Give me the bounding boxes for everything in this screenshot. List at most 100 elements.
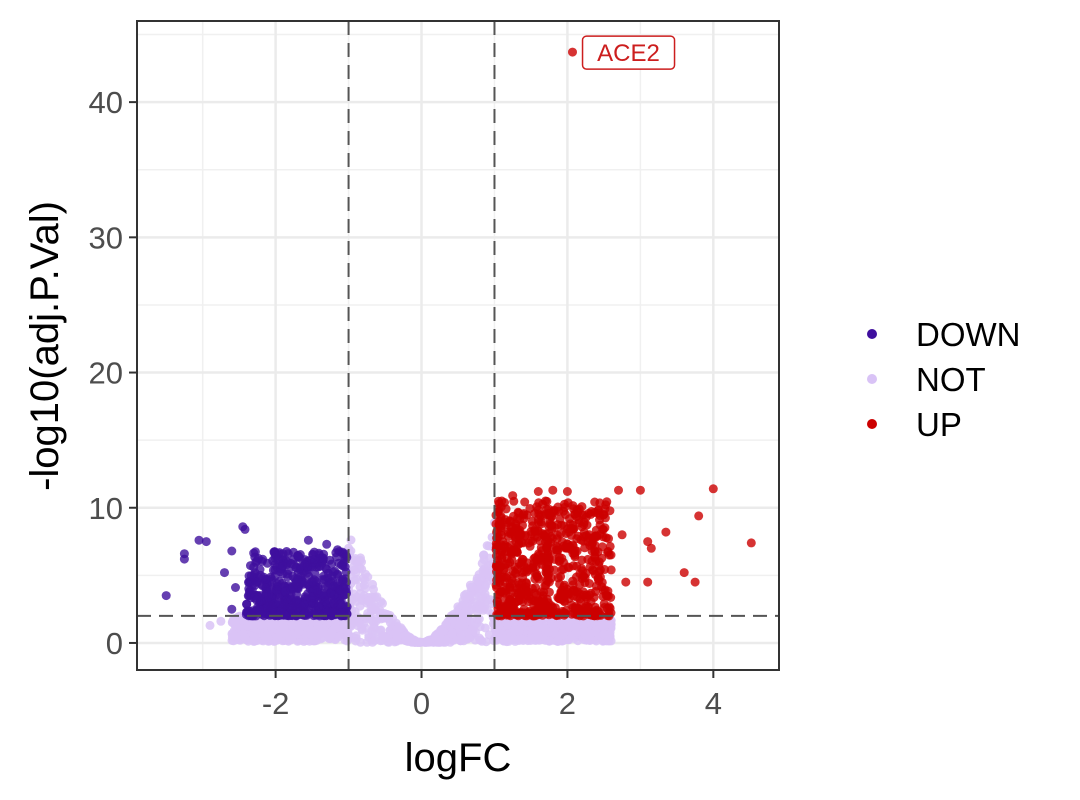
point-down (256, 596, 266, 606)
point-not (471, 627, 480, 637)
point-down (283, 569, 292, 579)
y-axis-title: -log10(adj.P.Val) (23, 201, 67, 491)
point-up (601, 533, 611, 543)
point-up (569, 586, 579, 595)
point-annotations: ACE2 (581, 35, 676, 70)
point-up (621, 577, 631, 587)
point-up (553, 573, 563, 583)
point-not (373, 634, 383, 644)
point-up (578, 572, 588, 582)
point-not (459, 621, 469, 631)
point-up (587, 610, 597, 620)
threshold-lines (137, 21, 779, 670)
point-not (475, 604, 484, 614)
point-not (563, 618, 573, 628)
point-up (491, 542, 501, 552)
point-not (484, 560, 494, 570)
point-not (423, 637, 433, 647)
point-not (205, 620, 215, 630)
point-not (564, 635, 574, 645)
point-up (577, 555, 587, 565)
point-not (480, 623, 490, 633)
point-down (256, 570, 265, 580)
point-down (293, 603, 302, 613)
point-not (514, 626, 524, 636)
point-down (308, 599, 318, 609)
point-down (227, 546, 237, 556)
x-tick-label: -2 (262, 686, 290, 721)
point-up (505, 606, 515, 616)
point-not (240, 632, 250, 642)
annotation-label-box (581, 35, 676, 70)
point-up (546, 573, 556, 583)
y-tick-label: 10 (89, 491, 123, 526)
point-not (339, 619, 349, 629)
point-down (274, 598, 284, 608)
point-up (573, 531, 583, 541)
point-not (358, 573, 368, 583)
point-down (302, 561, 312, 571)
point-up (497, 496, 507, 506)
point-up (584, 530, 594, 540)
point-up (560, 499, 569, 509)
point-up (541, 529, 550, 539)
point-down (317, 590, 327, 600)
data-points (161, 47, 756, 647)
annotation-label-text: ACE2 (597, 40, 660, 67)
point-up (524, 597, 533, 607)
point-down (246, 571, 256, 581)
point-not (401, 635, 411, 645)
point-down (289, 560, 299, 569)
point-up (524, 587, 534, 597)
point-not (327, 626, 337, 636)
point-not (460, 592, 470, 602)
point-not (493, 632, 503, 642)
point-up (568, 47, 577, 57)
point-up (746, 538, 756, 548)
point-not (374, 627, 383, 637)
point-up (586, 509, 596, 519)
x-tick-label: 0 (413, 686, 430, 721)
point-up (583, 601, 593, 611)
point-not (232, 632, 242, 642)
point-up (594, 561, 604, 571)
point-not (357, 594, 367, 604)
point-down (286, 595, 296, 605)
point-not (351, 568, 361, 578)
point-up (576, 597, 586, 607)
point-up (511, 536, 521, 546)
point-up (604, 602, 614, 612)
point-up (554, 557, 564, 567)
point-up (517, 557, 527, 567)
point-up (503, 527, 513, 537)
point-down (194, 535, 204, 545)
point-up (559, 521, 569, 531)
legend-key-up (867, 419, 877, 429)
legend-key-not (867, 374, 877, 384)
point-up (496, 604, 506, 614)
point-up (533, 487, 543, 496)
point-not (474, 584, 484, 594)
point-not (306, 625, 316, 635)
point-up (502, 571, 512, 581)
point-down (341, 583, 351, 592)
point-up (501, 504, 511, 514)
point-down (241, 610, 251, 620)
point-not (313, 621, 323, 631)
point-up (566, 523, 576, 533)
legend-label-not: NOT (916, 361, 986, 398)
point-down (334, 558, 344, 568)
point-not (392, 624, 402, 634)
point-up (577, 563, 586, 573)
point-not (434, 637, 444, 647)
point-not (392, 634, 402, 644)
point-up (552, 530, 562, 540)
point-not (456, 635, 466, 645)
point-up (511, 597, 521, 607)
point-up (555, 514, 565, 524)
point-down (278, 561, 288, 571)
y-tick-label: 0 (106, 626, 123, 661)
point-down (278, 549, 288, 559)
point-up (560, 609, 570, 619)
point-not (355, 582, 365, 592)
